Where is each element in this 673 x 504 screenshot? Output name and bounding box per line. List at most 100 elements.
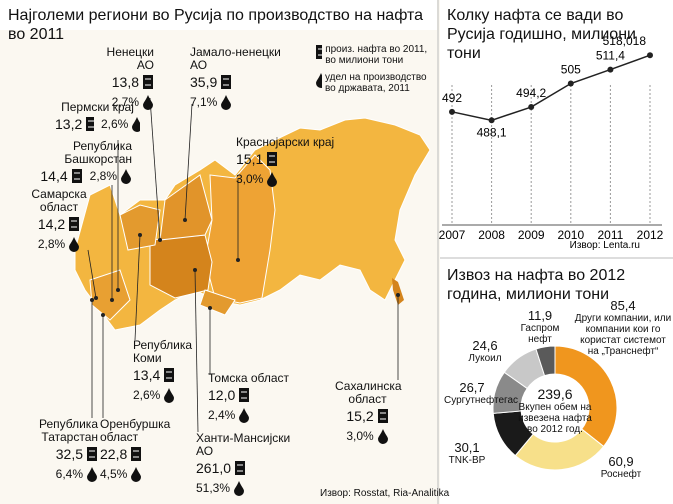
share-row: 2,7% [88, 92, 154, 112]
region-label: Самарска област 14,2 2,8% [28, 188, 90, 254]
leader-line [134, 234, 141, 341]
map-title: Најголеми региони во Русија по производс… [8, 7, 424, 43]
region-tomsk [199, 289, 236, 316]
leader-line [87, 249, 97, 299]
share-row: 6,4% [30, 464, 98, 484]
slice-label: 30,1 TNK-BP [444, 440, 490, 466]
barrel-body [69, 217, 80, 231]
pie-slice [535, 345, 556, 377]
drop-shape [121, 169, 131, 184]
barrel-icon [143, 75, 153, 89]
pie-hole [522, 375, 588, 441]
value-row: 12,0 [208, 385, 298, 405]
share-row: 7,1% [190, 92, 300, 112]
barrel-body [143, 75, 153, 89]
region-production: 13,2 [55, 116, 83, 132]
value-row: 13,2 2,6% [55, 114, 140, 134]
region-label: Ханти-Мансиjски АО 261,0 51,3% [196, 432, 306, 498]
slice-value: 26,7 [459, 380, 485, 395]
value-row: 22,8 [100, 444, 180, 464]
value-row: 261,0 [196, 458, 306, 478]
barrel-icon [164, 368, 175, 382]
leader-line [184, 103, 193, 221]
pie-center-label: Вкупен обем на извезена нафта во 2012 го… [518, 402, 592, 435]
slice-name: Сургутнефтегас [444, 395, 519, 406]
leader-dot [110, 298, 114, 302]
value-row: 13,4 [133, 365, 213, 385]
region-label: Република Татарстан 32,5 6,4% [30, 418, 98, 484]
leader-dot [208, 306, 212, 310]
barrel-icon [267, 152, 278, 166]
leader-dot [158, 238, 162, 242]
pie-center: 239,6 Вкупен обем на извезена нафта во 20… [515, 386, 595, 435]
region-share: 3,0% [346, 429, 374, 443]
barrel-body [71, 169, 82, 183]
drop-icon [239, 408, 250, 423]
region-production: 14,2 [37, 216, 66, 232]
region-name: Република Коми [133, 338, 193, 365]
leader-dot [396, 293, 400, 297]
slice-label: 85,4 Други компании, или компании кои го … [574, 298, 672, 357]
slice-name: TNK-BP [448, 455, 486, 466]
line-series [451, 54, 651, 122]
barrel-body [239, 388, 250, 402]
slice-name: Други компании, или компании кои го кори… [574, 313, 672, 357]
drop-icon [267, 172, 278, 187]
region-label: Красноjарски крај 15,1 3,0% [236, 136, 336, 189]
region-name: Ханти-Мансиjски АО [196, 431, 291, 458]
region-name: Оренбуршка област [100, 417, 171, 444]
pie-title: Извоз на нафта во 2012 година, милиони т… [447, 267, 626, 303]
x-tick-label: 2011 [597, 228, 623, 242]
pie-slice [554, 345, 618, 448]
pie-total: 239,6 [537, 386, 573, 402]
barrel-icon [316, 45, 323, 59]
barrel-icon [86, 117, 94, 131]
leader-dot [236, 258, 240, 262]
drop-icon [316, 73, 322, 88]
region-komi [119, 204, 161, 251]
leader-line [149, 97, 161, 241]
region-production: 15,1 [236, 151, 264, 167]
title-bar [0, 0, 437, 30]
region-share: 2,6% [133, 388, 161, 402]
region-production: 32,5 [55, 446, 83, 462]
barrel-icon [131, 447, 142, 461]
barrel-icon [221, 75, 232, 89]
region-production: 35,9 [190, 74, 218, 90]
region-share: 2,8% [89, 169, 117, 183]
region-production: 22,8 [100, 446, 128, 462]
barrel-body [221, 75, 232, 89]
slice-label: 26,7 Сургутнефтегас [444, 380, 519, 406]
share-row: 2,4% [208, 405, 298, 425]
data-label: 492 [442, 91, 462, 105]
line-title: Колку нафта се вади во Русија годишно, м… [447, 7, 636, 62]
leader-dot [193, 268, 197, 272]
data-label: 494,2 [516, 86, 546, 100]
drop-icon [234, 481, 245, 496]
barrel-body [164, 368, 175, 382]
slice-name: Гаспром нефт [520, 323, 560, 345]
drop-icon [87, 467, 97, 482]
drop-icon [164, 388, 175, 403]
x-tick-label: 2012 [637, 228, 664, 242]
x-tick-label: 2010 [557, 228, 584, 242]
leader-dot [90, 298, 94, 302]
drop-shape [267, 172, 278, 187]
legend-text: удел на производство во државата, 2011 [324, 72, 427, 94]
share-row: 2,6% [133, 385, 213, 405]
region-production: 13,8 [111, 74, 139, 90]
slice-label: 60,9 Роснефт [594, 454, 648, 480]
legend-text: произ. нафта во 2011, во милиони тони [325, 44, 428, 66]
drop-icon [132, 117, 140, 132]
region-share: 2,8% [37, 237, 66, 251]
region-label: Оренбуршка област 22,8 4,5% [100, 418, 180, 484]
data-point [607, 66, 614, 73]
share-row: 3,0% [335, 426, 400, 446]
x-tick-label: 2009 [518, 228, 545, 242]
drop-icon [377, 429, 388, 444]
value-row: 32,5 [30, 444, 98, 464]
region-name: Самарска област [31, 187, 87, 214]
region-name: Ненецки АО [106, 45, 154, 72]
region-name: Красноjарски крај [236, 135, 335, 149]
region-production: 14,4 [40, 168, 68, 184]
